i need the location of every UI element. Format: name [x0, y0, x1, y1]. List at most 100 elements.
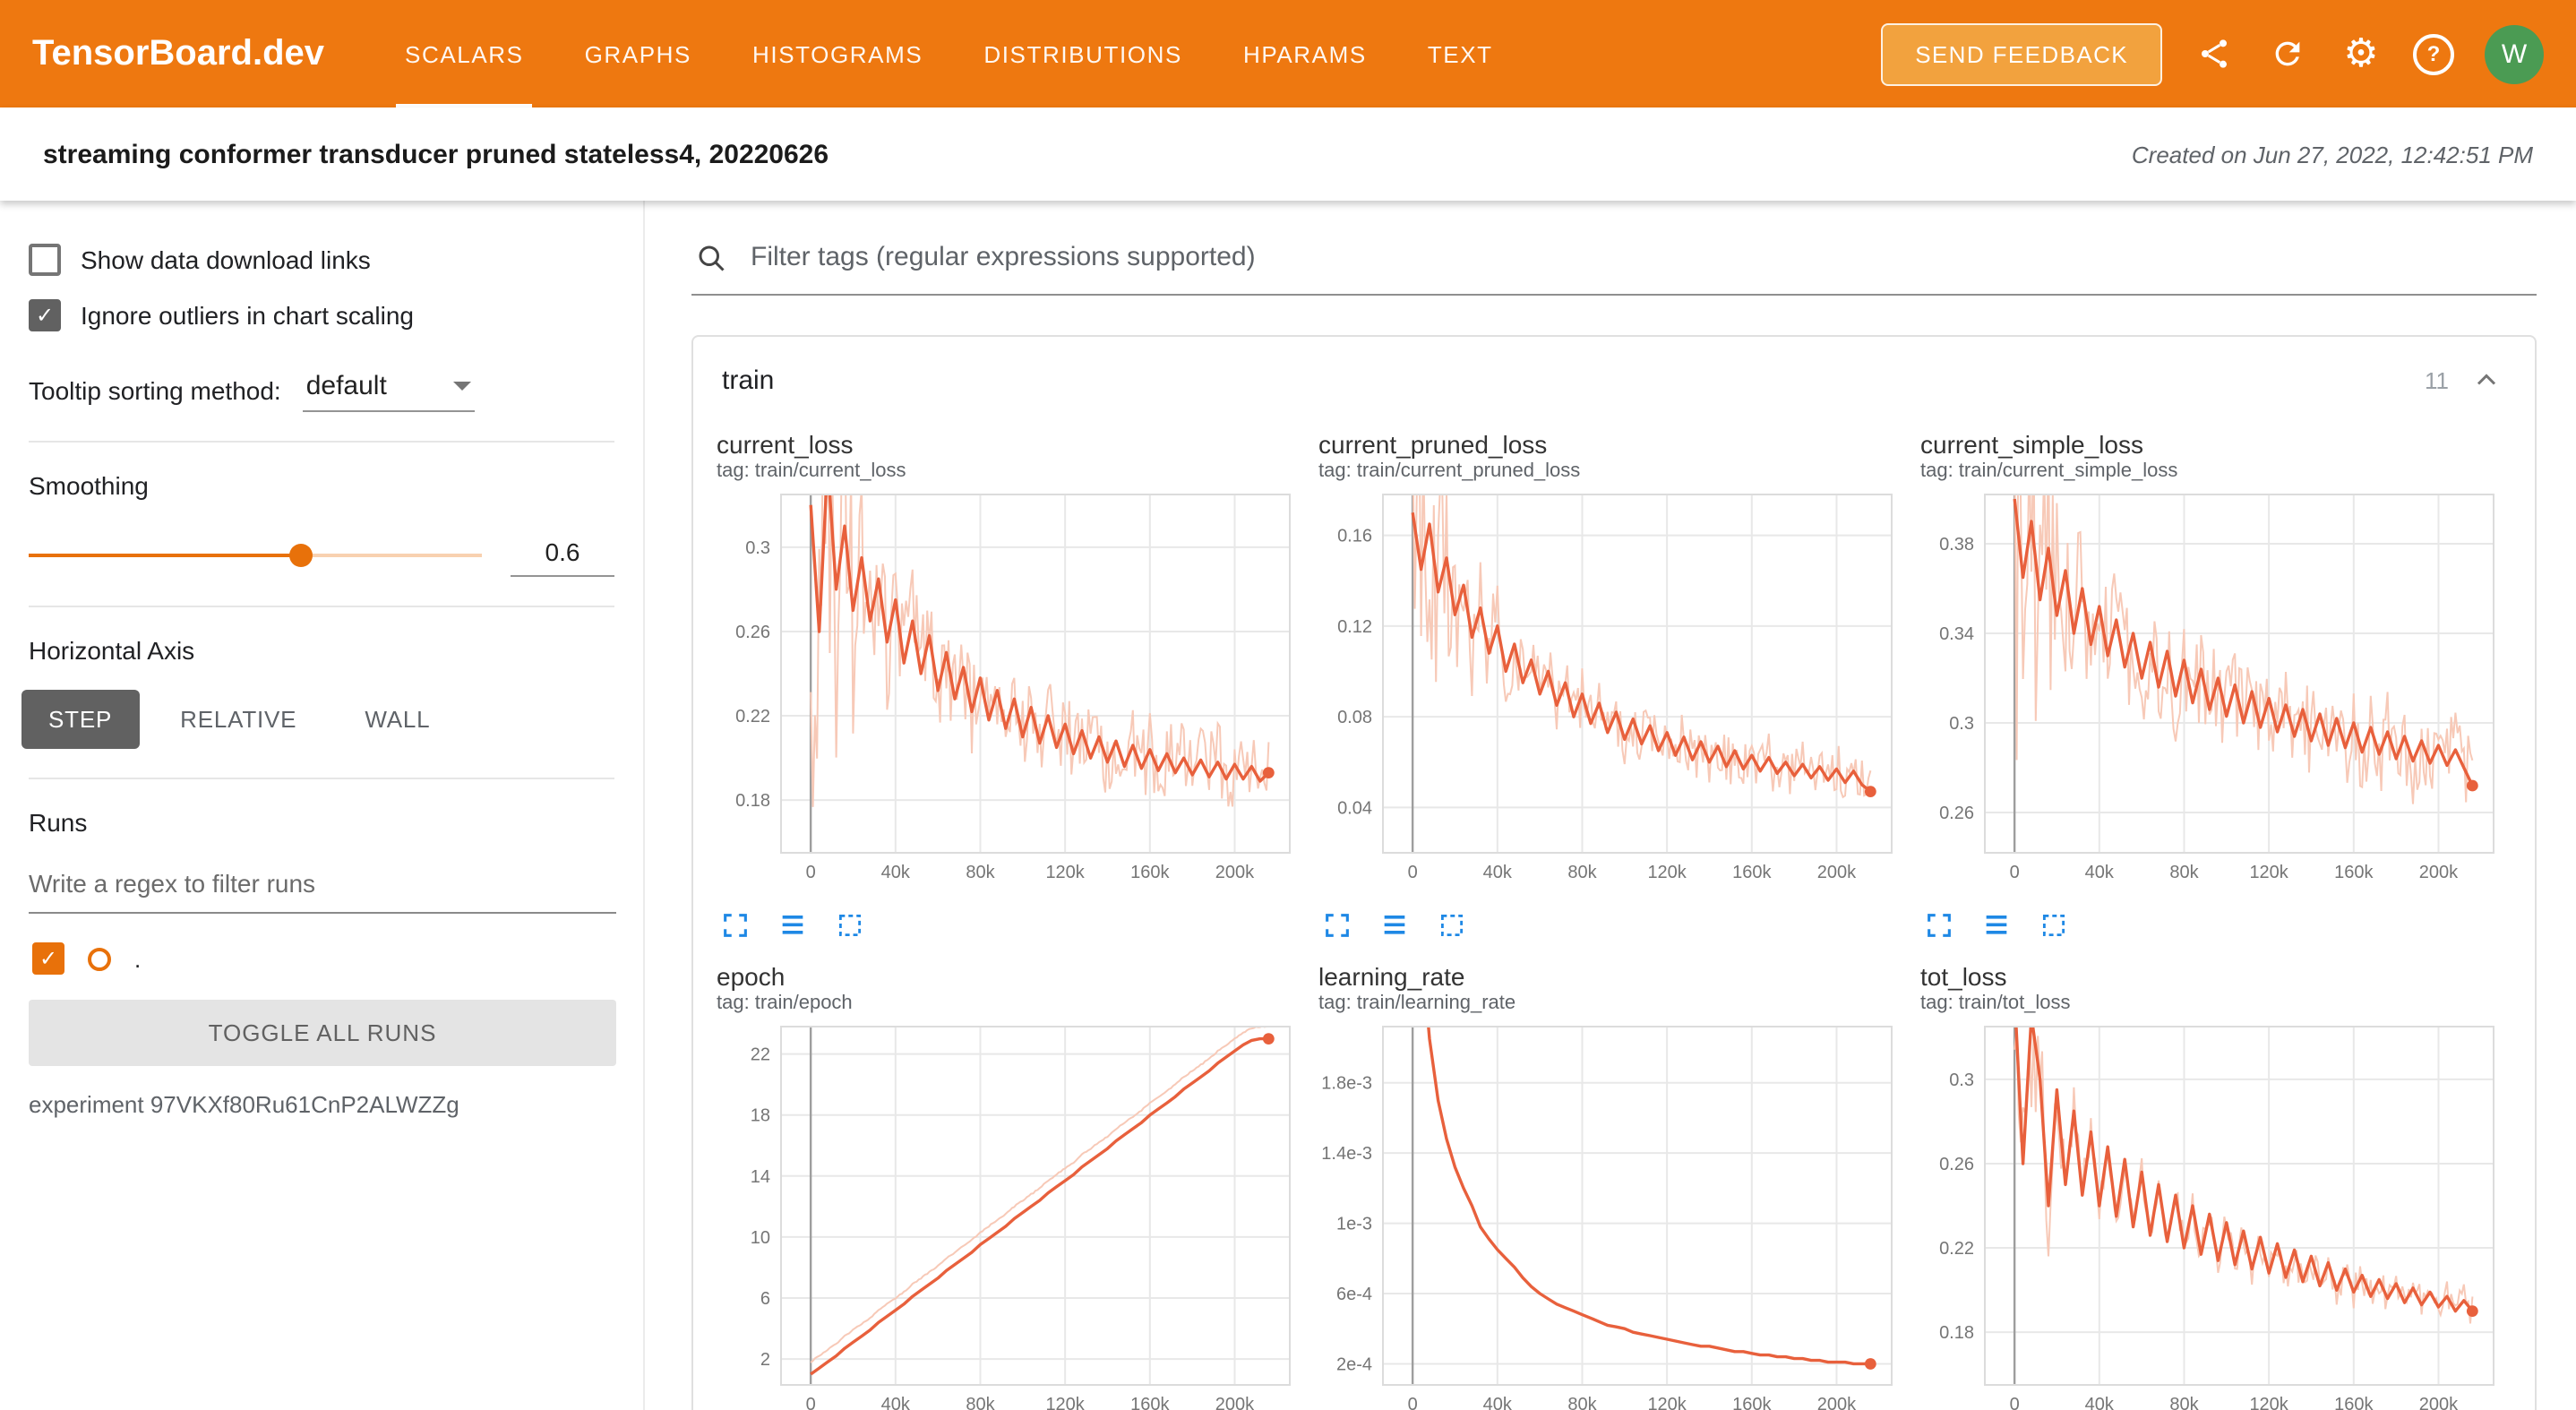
x-tick-label: 0 — [806, 863, 816, 882]
y-tick-label: 0.22 — [735, 707, 770, 726]
tab-distributions[interactable]: DISTRIBUTIONS — [983, 40, 1182, 67]
axis-step-button[interactable]: STEP — [21, 690, 140, 749]
show-download-links-row[interactable]: Show data download links — [29, 244, 643, 276]
y-tick-label: 10 — [751, 1228, 770, 1248]
smoothing-slider[interactable] — [29, 543, 482, 566]
x-tick-label: 200k — [1817, 1395, 1857, 1410]
main-nav: SCALARS GRAPHS HISTOGRAMS DISTRIBUTIONS … — [374, 0, 1524, 107]
tab-scalars[interactable]: SCALARS — [374, 0, 554, 107]
x-tick-label: 0 — [2010, 863, 2020, 882]
chart-tile-current_pruned_loss: current_pruned_loss tag: train/current_pr… — [1311, 430, 1910, 941]
y-tick-label: 0.3 — [1949, 1070, 1974, 1090]
chart-tag: tag: train/epoch — [717, 993, 853, 1014]
x-tick-label: 80k — [966, 1395, 995, 1410]
experiment-id: experiment 97VKXf80Ru61CnP2ALWZZg — [29, 1091, 459, 1118]
chart-plot-epoch[interactable]: 2 6 10 14 18 22 0 40k 80k 120k 160k 200k — [709, 1019, 1301, 1410]
maximize-card-icon[interactable] — [1322, 910, 1352, 941]
y-tick-label: 0.04 — [1337, 798, 1372, 818]
app-title[interactable]: TensorBoard.dev — [32, 33, 324, 73]
ignore-outliers-checkbox[interactable] — [29, 299, 61, 331]
x-tick-label: 80k — [1567, 1395, 1597, 1410]
chart-plot-tot_loss[interactable]: 0.18 0.22 0.26 0.3 0 40k 80k 120k 160k 200k — [1913, 1019, 2504, 1410]
log-scale-icon[interactable] — [1379, 910, 1410, 941]
x-tick-label: 40k — [2085, 863, 2115, 882]
log-scale-icon[interactable] — [777, 910, 808, 941]
divider — [29, 441, 614, 443]
y-tick-label: 0.18 — [735, 791, 770, 811]
chart-tile-current_loss: current_loss tag: train/current_loss 0.18 0… — [709, 430, 1308, 941]
share-icon[interactable] — [2193, 32, 2236, 75]
x-tick-label: 0 — [806, 1395, 816, 1410]
x-tick-label: 0 — [2010, 1395, 2020, 1410]
y-tick-label: 22 — [751, 1045, 770, 1065]
collapse-chevron-up-icon[interactable] — [2467, 360, 2506, 400]
content: Show data download links Ignore outliers… — [0, 201, 2576, 1410]
axis-wall-button[interactable]: WALL — [338, 690, 457, 749]
maximize-card-icon[interactable] — [720, 910, 751, 941]
chart-plot-current_pruned_loss[interactable]: 0.04 0.08 0.12 0.16 0 40k 80k 120k 160k 200k — [1311, 487, 1902, 896]
slider-thumb[interactable] — [288, 543, 313, 566]
charts-grid: current_loss tag: train/current_loss 0.18 0… — [693, 419, 2535, 1410]
tab-histograms[interactable]: HISTOGRAMS — [752, 40, 923, 67]
run-row: . — [32, 942, 643, 975]
y-tick-label: 6 — [760, 1289, 770, 1309]
y-tick-label: 0.16 — [1337, 527, 1372, 546]
tab-graphs[interactable]: GRAPHS — [584, 40, 691, 67]
show-download-links-checkbox[interactable] — [29, 244, 61, 276]
help-icon[interactable] — [2413, 33, 2454, 74]
train-group-card: train 11 current_loss tag: train/current_… — [691, 335, 2537, 1410]
x-tick-label: 80k — [2169, 863, 2199, 882]
run-color-circle[interactable] — [88, 947, 111, 970]
ignore-outliers-row[interactable]: Ignore outliers in chart scaling — [29, 299, 643, 331]
maximize-card-icon[interactable] — [1924, 910, 1954, 941]
axis-relative-button[interactable]: RELATIVE — [153, 690, 323, 749]
smoothing-value[interactable]: 0.6 — [511, 532, 614, 577]
horizontal-axis-buttons: STEP RELATIVE WALL — [21, 690, 643, 749]
y-tick-label: 0.3 — [745, 538, 770, 558]
chart-plot-current_loss[interactable]: 0.18 0.22 0.26 0.3 0 40k 80k 120k 160k 200k — [709, 487, 1301, 896]
chart-toolbar — [1311, 905, 1910, 941]
fit-domain-icon[interactable] — [835, 910, 865, 941]
chart-tile-learning_rate: learning_rate tag: train/learning_rate 2e-… — [1311, 962, 1910, 1410]
toggle-all-runs-button[interactable]: TOGGLE ALL RUNS — [29, 1000, 616, 1066]
y-tick-label: 18 — [751, 1106, 770, 1126]
chart-title: tot_loss — [1920, 962, 2007, 991]
run-checkbox[interactable] — [32, 942, 64, 975]
y-tick-label: 1.4e-3 — [1321, 1144, 1372, 1164]
send-feedback-button[interactable]: SEND FEEDBACK — [1881, 22, 2162, 85]
fit-domain-icon[interactable] — [1437, 910, 1467, 941]
runs-filter-input[interactable] — [29, 862, 616, 914]
y-tick-label: 6e-4 — [1336, 1285, 1372, 1304]
log-scale-icon[interactable] — [1981, 910, 2012, 941]
tooltip-sorting-row: Tooltip sorting method: default — [29, 367, 643, 412]
run-name: . — [134, 945, 142, 972]
x-tick-label: 80k — [966, 863, 995, 882]
y-tick-label: 0.3 — [1949, 714, 1974, 734]
x-tick-label: 200k — [2419, 863, 2459, 882]
chart-tag: tag: train/tot_loss — [1920, 993, 2071, 1014]
y-tick-label: 0.26 — [1939, 1155, 1974, 1174]
chart-title: epoch — [717, 962, 786, 991]
search-icon — [695, 241, 727, 273]
experiment-bar: streaming conformer transducer pruned st… — [0, 107, 2576, 201]
chart-plot-learning_rate[interactable]: 2e-4 6e-4 1e-3 1.4e-3 1.8e-3 0 40k 80k 120k 160k 2… — [1311, 1019, 1902, 1410]
fit-domain-icon[interactable] — [2039, 910, 2069, 941]
chart-plot-current_simple_loss[interactable]: 0.26 0.3 0.34 0.38 0 40k 80k 120k 160k 200k — [1913, 487, 2504, 896]
train-group-header[interactable]: train 11 — [693, 337, 2535, 419]
refresh-icon[interactable] — [2266, 32, 2309, 75]
y-tick-label: 0.38 — [1939, 535, 1974, 555]
y-tick-label: 1.8e-3 — [1321, 1074, 1372, 1094]
avatar[interactable]: W — [2485, 24, 2544, 83]
tooltip-sorting-select[interactable]: default — [302, 367, 475, 412]
x-tick-label: 40k — [881, 863, 911, 882]
header-actions: SEND FEEDBACK W — [1881, 0, 2576, 107]
x-tick-label: 40k — [1483, 863, 1513, 882]
x-tick-label: 40k — [1483, 1395, 1513, 1410]
tab-hparams[interactable]: HPARAMS — [1242, 40, 1367, 67]
tag-filter-input[interactable] — [747, 240, 2533, 274]
settings-gear-icon[interactable] — [2340, 32, 2383, 75]
experiment-title: streaming conformer transducer pruned st… — [43, 139, 829, 169]
tab-text[interactable]: TEXT — [1427, 40, 1493, 67]
created-timestamp: Created on Jun 27, 2022, 12:42:51 PM — [2131, 141, 2533, 168]
